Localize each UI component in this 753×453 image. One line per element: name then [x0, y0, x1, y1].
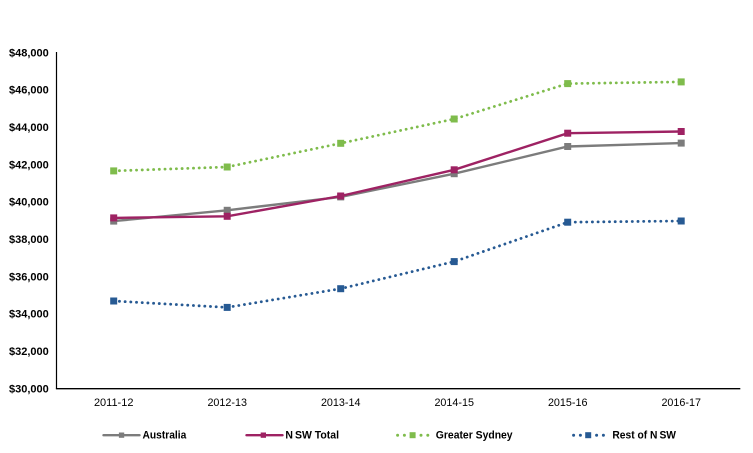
svg-text:$34,000: $34,000	[9, 309, 49, 321]
svg-text:Australia: Australia	[143, 429, 188, 441]
svg-text:2015-16: 2015-16	[548, 397, 588, 409]
svg-text:Rest of N SW: Rest of N SW	[612, 429, 676, 441]
svg-text:2014-15: 2014-15	[434, 397, 474, 409]
svg-text:$32,000: $32,000	[9, 346, 49, 358]
svg-text:N SW Total: N SW Total	[285, 429, 339, 441]
svg-text:2012-13: 2012-13	[207, 397, 247, 409]
svg-text:$40,000: $40,000	[9, 197, 49, 209]
svg-text:$46,000: $46,000	[9, 85, 49, 97]
svg-text:$48,000: $48,000	[9, 47, 49, 59]
svg-text:$38,000: $38,000	[9, 234, 49, 246]
svg-text:Greater Sydney: Greater Sydney	[436, 429, 514, 441]
svg-text:2016-17: 2016-17	[661, 397, 701, 409]
svg-text:$42,000: $42,000	[9, 159, 49, 171]
svg-text:$44,000: $44,000	[9, 122, 49, 134]
svg-text:2011-12: 2011-12	[94, 397, 134, 409]
svg-text:$30,000: $30,000	[9, 383, 49, 395]
svg-text:$36,000: $36,000	[9, 271, 49, 283]
svg-text:2013-14: 2013-14	[321, 397, 361, 409]
